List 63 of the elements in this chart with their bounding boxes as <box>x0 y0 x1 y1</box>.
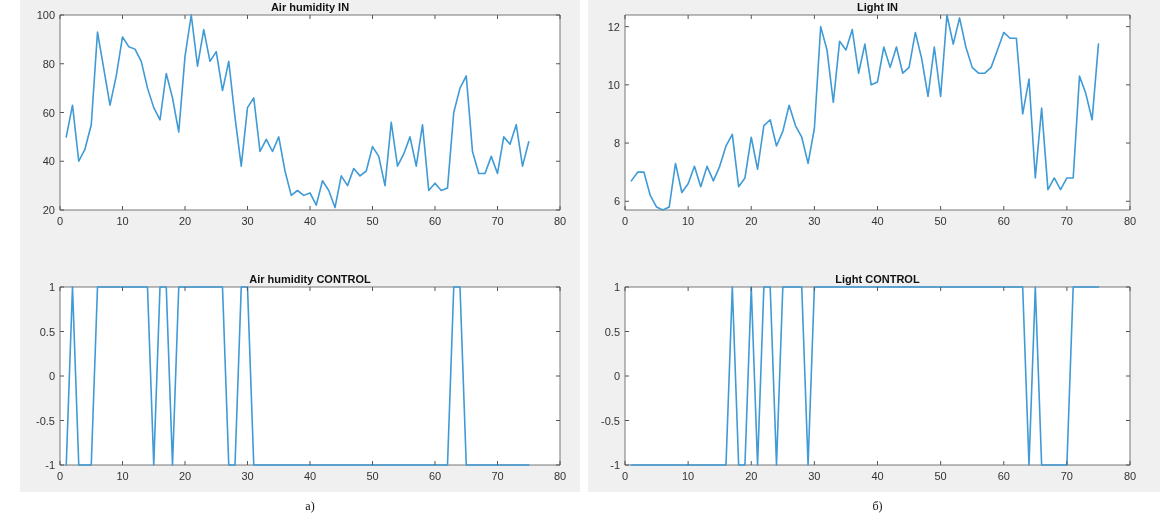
y-tick-label: 0.5 <box>604 325 620 338</box>
x-tick-label: 10 <box>682 215 695 227</box>
y-tick-label: 0.5 <box>39 325 55 338</box>
y-tick-label: 60 <box>42 106 55 119</box>
x-tick-label: 40 <box>871 215 884 227</box>
x-tick-label: 60 <box>428 215 442 227</box>
x-tick-label: 0 <box>56 470 64 482</box>
x-tick-label: 80 <box>1123 215 1137 227</box>
line-series <box>630 14 1100 211</box>
y-tick-label: -0.5 <box>601 414 620 427</box>
y-tick-label: 10 <box>607 78 620 91</box>
chart-title: Light CONTROL <box>835 273 920 285</box>
line-series <box>65 14 530 209</box>
x-tick-label: 70 <box>1060 215 1073 227</box>
y-tick-label: 8 <box>613 137 620 150</box>
y-tick-label: 40 <box>42 155 55 168</box>
y-tick-label: 100 <box>36 9 55 21</box>
chart-title: Air humidity IN <box>270 1 350 13</box>
y-tick-label: 1 <box>613 281 620 293</box>
y-tick-label: -1 <box>610 459 620 471</box>
chart-title: Air humidity CONTROL <box>249 273 372 285</box>
y-tick-label: 80 <box>42 57 55 70</box>
x-tick-label: 30 <box>241 215 254 227</box>
x-tick-label: 80 <box>553 215 567 227</box>
x-tick-label: 30 <box>808 470 821 482</box>
x-tick-label: 20 <box>745 215 758 227</box>
x-tick-label: 50 <box>366 215 379 227</box>
x-tick-label: 0 <box>621 215 629 227</box>
x-tick-label: 50 <box>934 470 947 482</box>
x-tick-label: 30 <box>241 470 254 482</box>
x-tick-label: 20 <box>745 470 758 482</box>
x-tick-label: 40 <box>871 470 884 482</box>
x-tick-label: 80 <box>553 470 567 482</box>
text: a) <box>305 499 315 513</box>
x-tick-label: 60 <box>997 470 1010 482</box>
x-tick-label: 10 <box>116 470 129 482</box>
x-tick-label: 80 <box>1123 470 1137 482</box>
y-tick-label: 6 <box>613 195 620 208</box>
x-tick-label: 0 <box>56 215 64 227</box>
x-tick-label: 30 <box>808 215 821 227</box>
x-tick-label: 20 <box>178 215 192 227</box>
x-tick-label: 10 <box>116 215 129 227</box>
x-tick-label: 50 <box>934 215 947 227</box>
chart-title: Light IN <box>857 1 899 13</box>
y-tick-label: 1 <box>48 281 55 293</box>
x-tick-label: 10 <box>682 470 695 482</box>
x-tick-label: 70 <box>491 215 504 227</box>
text: б) <box>872 499 883 513</box>
y-tick-label: 20 <box>42 204 55 216</box>
x-tick-label: 60 <box>428 470 442 482</box>
x-tick-label: 40 <box>303 215 317 227</box>
x-tick-label: 40 <box>303 470 317 482</box>
x-tick-label: 70 <box>491 470 504 482</box>
x-tick-label: 20 <box>178 470 192 482</box>
x-tick-label: 70 <box>1060 470 1073 482</box>
y-tick-label: -1 <box>45 459 55 471</box>
x-tick-label: 50 <box>366 470 379 482</box>
y-tick-label: 12 <box>607 20 620 33</box>
x-tick-label: 0 <box>621 470 629 482</box>
y-tick-label: 0 <box>613 370 620 382</box>
x-tick-label: 60 <box>997 215 1010 227</box>
y-tick-label: 0 <box>48 370 55 382</box>
y-tick-label: -0.5 <box>36 414 55 427</box>
